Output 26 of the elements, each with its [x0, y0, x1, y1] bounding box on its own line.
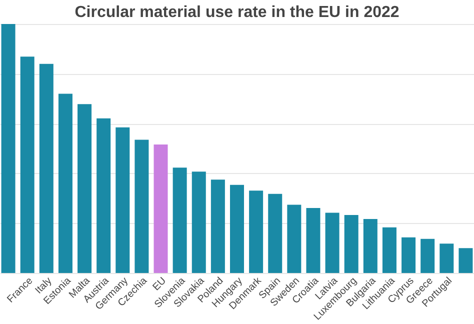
chart-title: Circular material use rate in the EU in 2022: [74, 4, 400, 21]
bar: [363, 218, 378, 273]
bar: [325, 212, 340, 273]
bar: [96, 118, 111, 273]
bar: [458, 248, 473, 273]
bar: [134, 140, 149, 273]
bar: [39, 64, 54, 273]
bar: [1, 24, 16, 273]
bar: [382, 227, 396, 273]
bar: [210, 180, 225, 273]
bar: [287, 204, 302, 273]
bar: [58, 94, 72, 273]
bar: [116, 127, 130, 273]
bar: [402, 237, 416, 273]
bar: [344, 214, 358, 273]
bar: [230, 184, 244, 273]
bar: [192, 172, 206, 273]
bar: [249, 190, 264, 273]
bar: [268, 194, 282, 273]
bar: [420, 238, 435, 273]
bar: [154, 144, 168, 273]
bar: [78, 104, 92, 273]
bar: [440, 244, 454, 273]
bar: [20, 56, 34, 273]
bar: [306, 208, 320, 273]
bar: [172, 168, 187, 273]
